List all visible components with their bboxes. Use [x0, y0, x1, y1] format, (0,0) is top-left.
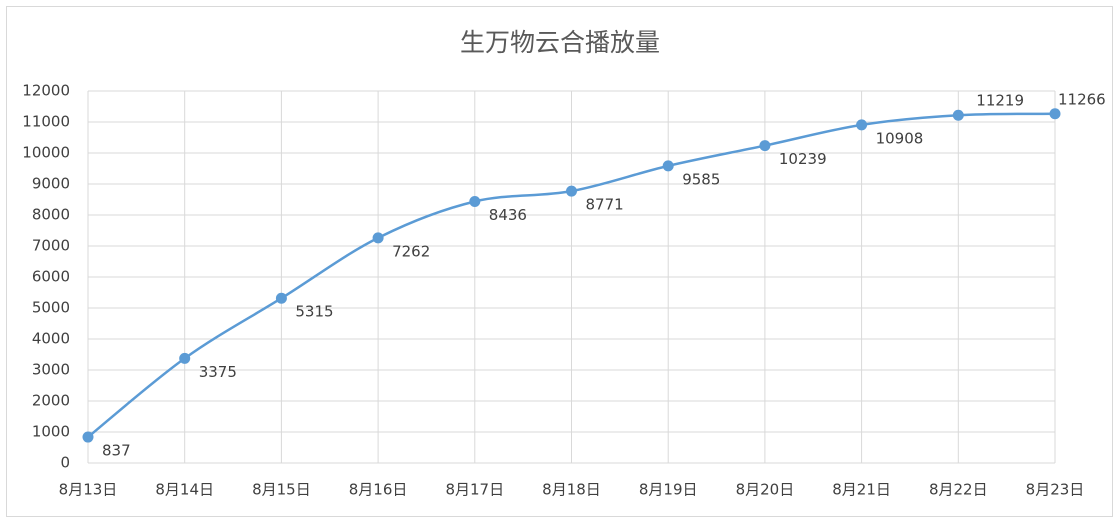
y-tick-label: 12000: [22, 82, 70, 100]
data-label: 10239: [779, 150, 827, 168]
data-label: 9585: [682, 170, 720, 188]
x-tick-label: 8月22日: [929, 481, 988, 499]
data-label: 837: [102, 442, 131, 460]
data-label: 10908: [876, 129, 924, 147]
x-tick-label: 8月15日: [252, 481, 311, 499]
y-tick-label: 7000: [32, 237, 70, 255]
data-label: 3375: [199, 363, 237, 381]
marker: [469, 195, 481, 207]
y-tick-label: 0: [60, 454, 70, 472]
y-tick-label: 2000: [32, 392, 70, 410]
marker: [275, 292, 287, 304]
chart-border: [6, 6, 1113, 517]
x-tick-label: 8月16日: [349, 481, 408, 499]
marker: [566, 185, 577, 197]
x-tick-label: 8月17日: [445, 481, 504, 499]
x-tick-label: 8月21日: [832, 481, 891, 499]
chart-title: 生万物云合播放量: [460, 28, 660, 57]
data-label: 11266: [1058, 90, 1106, 108]
y-tick-label: 8000: [32, 206, 70, 224]
marker: [662, 160, 674, 172]
data-label: 8771: [586, 196, 624, 214]
marker: [372, 232, 384, 244]
marker: [759, 140, 771, 152]
y-tick-label: 11000: [22, 113, 70, 131]
marker: [856, 119, 868, 131]
data-label: 8436: [489, 206, 527, 224]
y-tick-label: 4000: [32, 330, 70, 348]
x-tick-label: 8月19日: [639, 481, 698, 499]
line: [87, 112, 1056, 439]
marker: [1049, 108, 1061, 120]
y-tick-label: 3000: [32, 361, 70, 379]
y-tick-label: 1000: [32, 423, 70, 441]
marker: [179, 352, 191, 364]
y-tick-label: 10000: [22, 144, 70, 162]
marker: [952, 109, 964, 121]
x-tick-label: 8月14日: [155, 481, 214, 499]
data-label: 5315: [295, 303, 333, 321]
y-tick-label: 5000: [32, 299, 70, 317]
x-tick-label: 8月20日: [736, 481, 795, 499]
data-label: 11219: [976, 92, 1024, 110]
x-tick-label: 8月13日: [59, 481, 118, 499]
x-tick-label: 8月18日: [542, 481, 601, 499]
y-tick-label: 9000: [32, 175, 70, 193]
marker: [82, 431, 94, 443]
x-tick-label: 8月23日: [1026, 481, 1085, 499]
data-label: 7262: [392, 242, 430, 260]
y-tick-label: 6000: [32, 268, 70, 286]
